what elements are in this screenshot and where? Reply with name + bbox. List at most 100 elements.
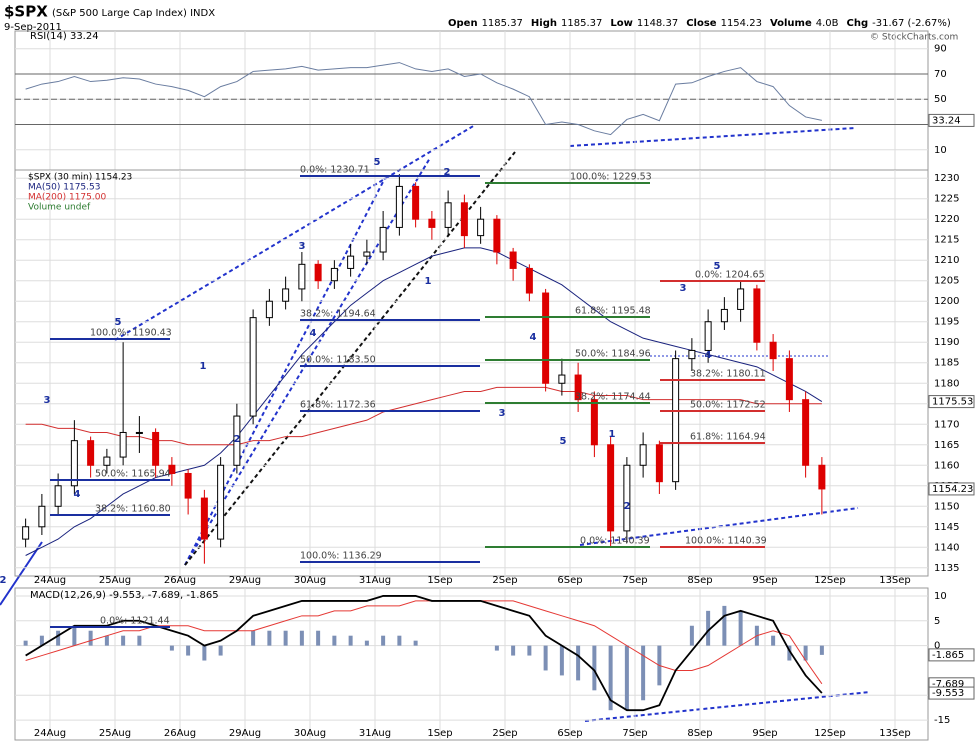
candle-body [168,464,176,474]
y-tick-label: 1225 [934,194,959,205]
value-box-label: 33.24 [932,115,961,126]
histogram-bar [771,635,776,646]
fib-label: 0.0%: 1140.39 [580,536,650,547]
histogram-bar [494,645,499,651]
panel-frame [14,30,929,171]
candle-body [282,288,290,302]
y-tick-label: 1210 [934,255,959,266]
histogram-bar [608,645,613,711]
x-tick-label: 30Aug [294,575,326,586]
candle-body [217,464,225,540]
y-tick-label: 1150 [934,501,959,512]
y-tick-label: 1160 [934,460,959,471]
wave-label: 5 [560,436,567,447]
x-tick-label: 13Sep [879,575,911,586]
candle-body [737,288,745,310]
y-tick-label: 0 [934,641,940,652]
candle-body [558,374,566,384]
x-tick-label: 6Sep [557,575,582,586]
fib-label: 0.0%: 1230.71 [300,165,370,176]
candle-body [330,267,338,282]
histogram-bar [316,630,321,646]
x-tick-label: 9Sep [752,575,777,586]
candle-body [590,399,598,446]
fib-label: 50.0%: 1172.52 [690,400,766,411]
candle-body [542,292,550,384]
candle-body [22,526,30,540]
x-tick-label: 1Sep [427,575,452,586]
y-tick-label: 1195 [934,317,959,328]
x-tick-label: 1Sep [427,728,452,739]
quote-value: 1185.37 [561,18,602,29]
x-tick-label: 8Sep [687,728,712,739]
y-tick-label: -15 [934,715,950,726]
candle-body [103,456,111,466]
fib-label: 61.8%: 1164.94 [690,432,766,443]
wave-label: 1 [200,361,207,372]
fib-label: 50.0%: 1165.94 [95,469,171,480]
wave-label: 3 [499,408,506,419]
candle-body [363,251,371,257]
histogram-bar [88,630,93,646]
y-tick-label: 70 [934,69,947,80]
y-tick-label: 1190 [934,337,959,348]
x-tick-label: 26Aug [164,575,196,586]
candle-body [314,263,322,282]
value-box [928,482,975,496]
histogram-bar [251,630,256,646]
candle-body [54,485,62,507]
quote-value: -31.67 (-2.67%) [872,18,951,29]
histogram-bar [121,635,126,646]
histogram-bar [186,645,191,656]
histogram-bar [706,610,711,646]
price-legend: MA(200) 1175.00 [28,193,106,203]
wave-label: 4 [74,489,81,500]
y-tick-label: 1215 [934,235,959,246]
wave-label: 5 [115,317,122,328]
x-tick-label: 31Aug [359,575,391,586]
histogram-bar [381,635,386,646]
y-tick-label: 1145 [934,522,959,533]
fib-label: 100.0%: 1136.29 [300,551,382,562]
y-tick-label: 1170 [934,419,959,430]
wave-label: 2 [234,434,241,445]
value-box [928,686,975,700]
price-legend: $SPX (30 min) 1154.23 [28,173,132,183]
panel-frame [14,587,929,741]
quote-label: Close [686,18,717,29]
candle-body [769,341,777,360]
histogram-bar [413,640,418,646]
x-tick-label: 24Aug [34,575,66,586]
histogram-bar [267,630,272,646]
candle-body [607,444,615,532]
histogram-bar [722,605,727,646]
x-tick-label: 7Sep [622,575,647,586]
x-tick-label: 2Sep [492,728,517,739]
fib-label: 61.8%: 1172.36 [300,400,376,411]
histogram-bar [559,645,564,676]
candle-body [412,185,420,220]
histogram-bar [819,645,824,655]
price-legend: MA(50) 1175.53 [28,183,100,193]
wave-label: 5 [714,261,721,272]
histogram-bar [137,635,142,646]
histogram-bar [576,645,581,681]
histogram-bar [592,645,597,691]
y-tick-label: 50 [934,94,947,105]
fib-label: 61.8%: 1195.48 [575,306,651,317]
candle-body [525,267,533,294]
wave-label: 2 [444,167,451,178]
wave-label: 2 [0,575,7,586]
wave-label: 4 [705,350,712,361]
y-tick-label: 5 [934,616,940,627]
candle-body [688,349,696,360]
wave-label: 3 [680,283,687,294]
histogram-bar [397,635,402,646]
histogram-bar [169,645,174,651]
wave-label: 1 [425,276,432,287]
wave-label: 4 [530,332,537,343]
candle-body [818,464,826,490]
value-box-label: -7.689 [932,679,964,690]
candle-body [249,317,257,417]
x-tick-label: 29Aug [229,575,261,586]
